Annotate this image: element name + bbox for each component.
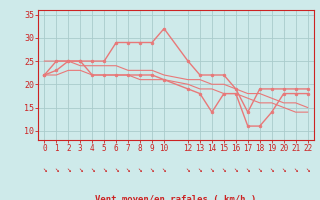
Text: ↘: ↘: [234, 165, 238, 174]
Text: Vent moyen/en rafales ( km/h ): Vent moyen/en rafales ( km/h ): [95, 195, 257, 200]
Text: ↘: ↘: [42, 165, 47, 174]
Text: ↘: ↘: [114, 165, 118, 174]
Text: ↘: ↘: [210, 165, 214, 174]
Text: ↘: ↘: [245, 165, 250, 174]
Text: ↘: ↘: [66, 165, 71, 174]
Text: ↘: ↘: [186, 165, 190, 174]
Text: ↘: ↘: [162, 165, 166, 174]
Text: ↘: ↘: [198, 165, 202, 174]
Text: ↘: ↘: [78, 165, 83, 174]
Text: ↘: ↘: [90, 165, 94, 174]
Text: ↘: ↘: [102, 165, 107, 174]
Text: ↘: ↘: [258, 165, 262, 174]
Text: ↘: ↘: [150, 165, 154, 174]
Text: ↘: ↘: [305, 165, 310, 174]
Text: ↘: ↘: [138, 165, 142, 174]
Text: ↘: ↘: [281, 165, 286, 174]
Text: ↘: ↘: [54, 165, 59, 174]
Text: ↘: ↘: [293, 165, 298, 174]
Text: ↘: ↘: [126, 165, 131, 174]
Text: ↘: ↘: [221, 165, 226, 174]
Text: ↘: ↘: [269, 165, 274, 174]
